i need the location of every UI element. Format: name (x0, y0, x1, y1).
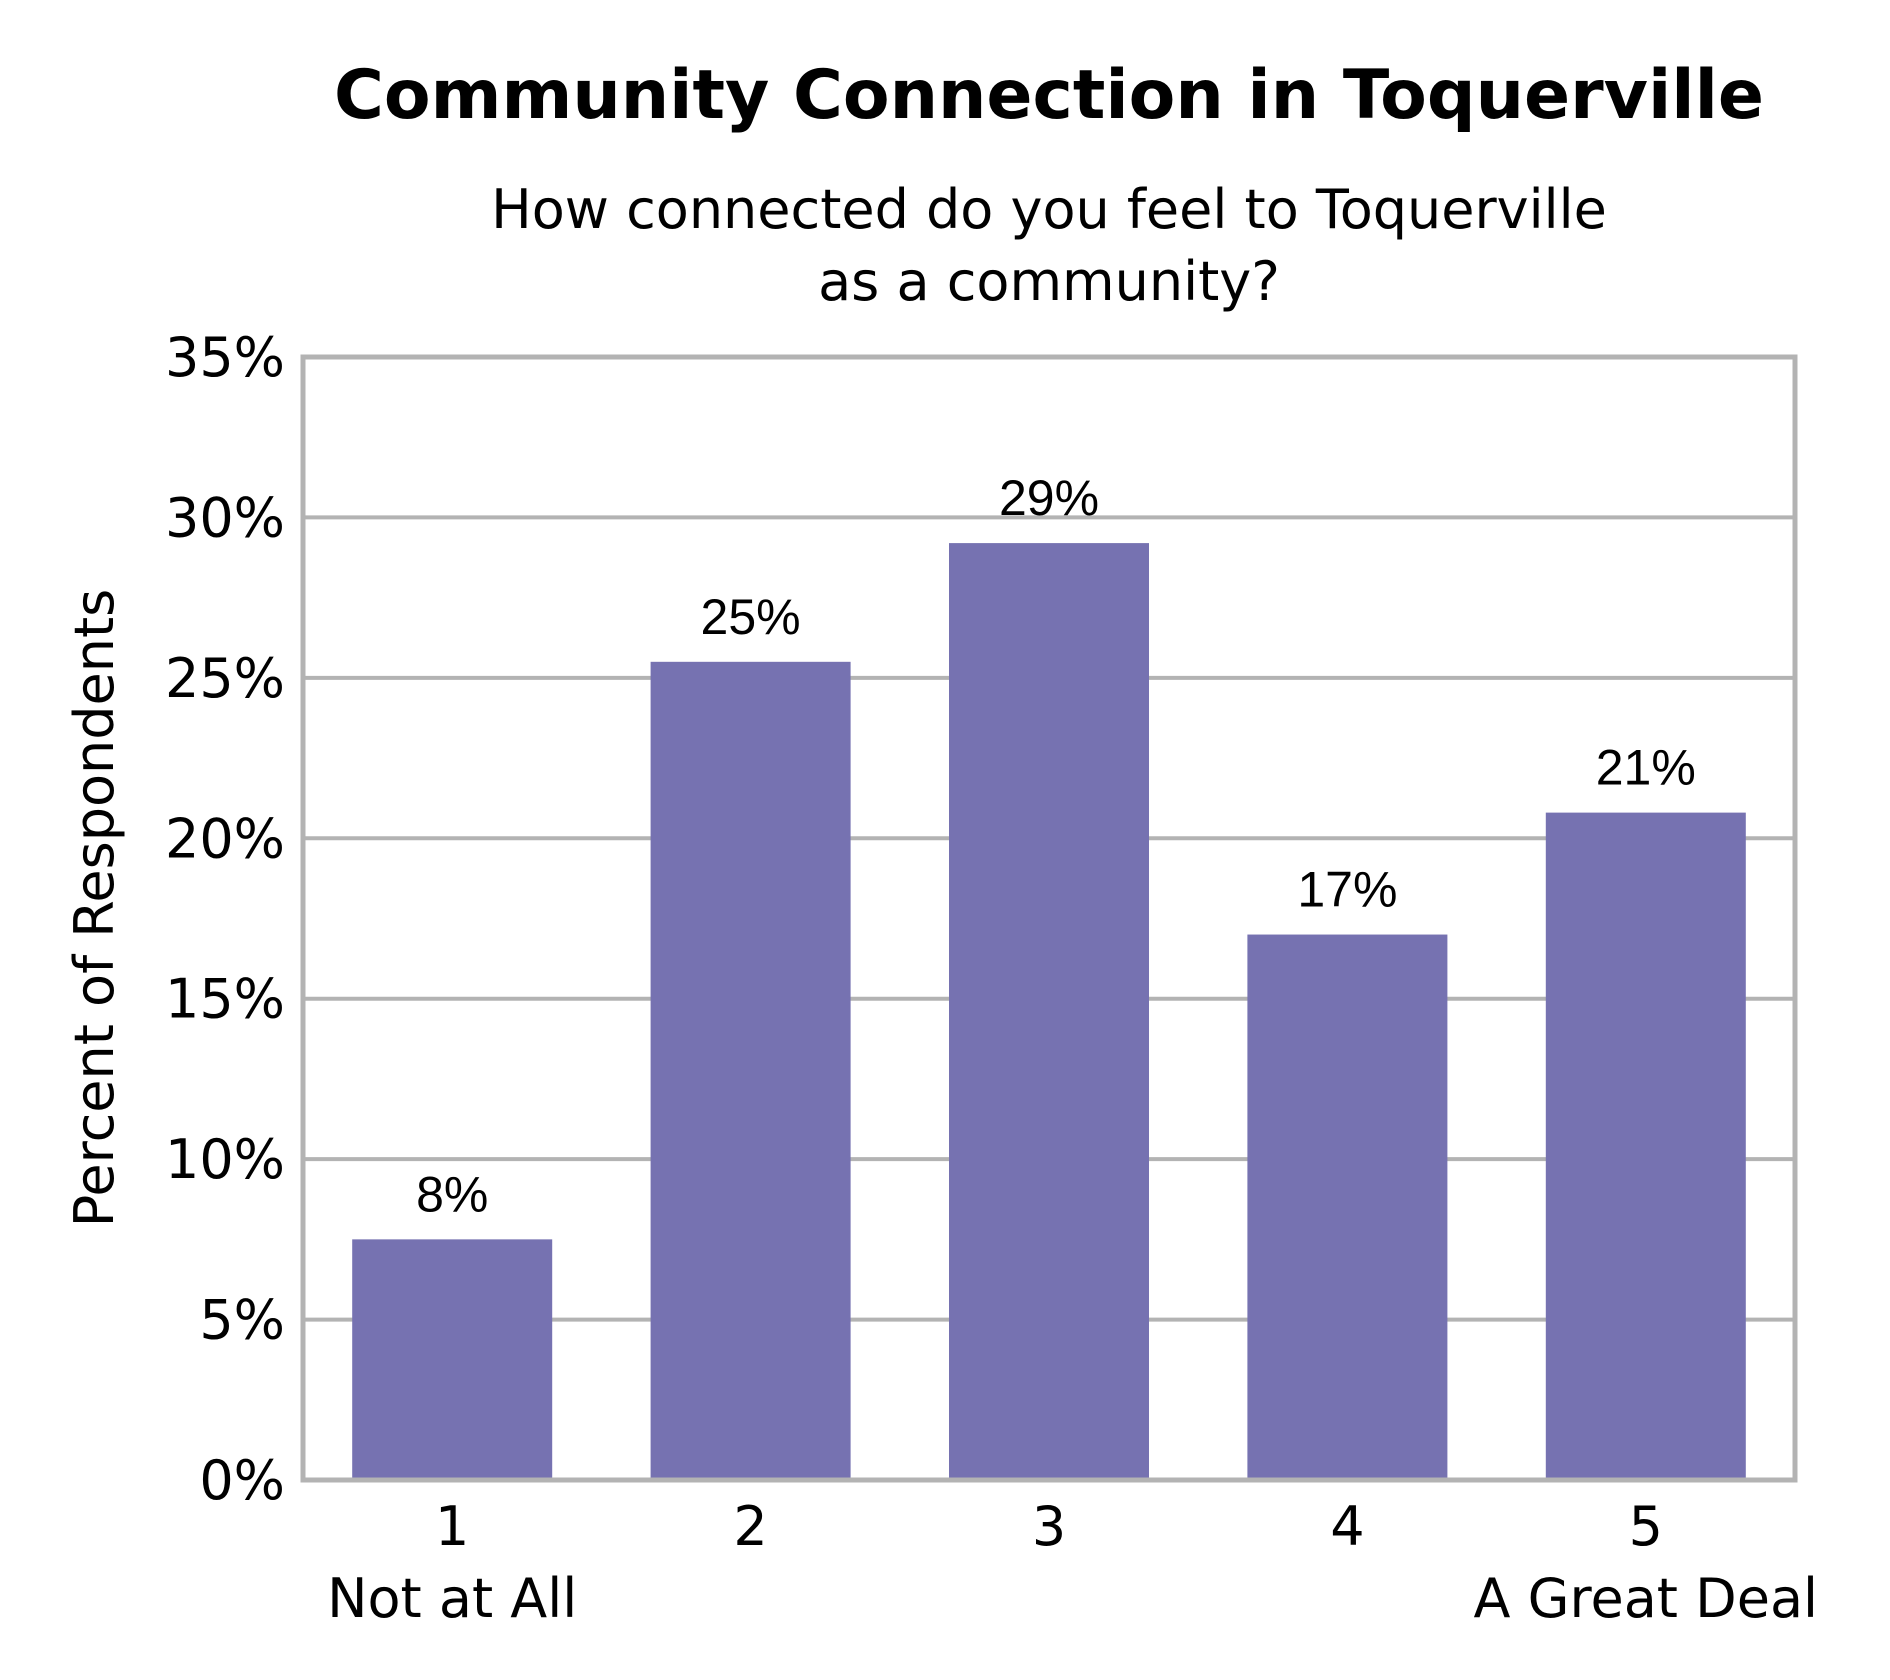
y-tick-label: 15% (165, 968, 285, 1031)
plot-frame (300, 354, 1798, 1483)
y-tick-label: 30% (165, 486, 285, 549)
bar (1545, 812, 1746, 1480)
x-tick-label: 2 (733, 1495, 767, 1558)
plot-border (300, 354, 1798, 1483)
y-tick-label: 35% (165, 326, 285, 389)
data-label: 25% (701, 589, 801, 645)
x-tick-label: 1 (435, 1495, 469, 1558)
y-tick-label: 0% (199, 1449, 285, 1512)
chart-title: Community Connection in Toquerville (334, 56, 1764, 135)
bar (949, 543, 1149, 1480)
x-category-sublabel: Not at All (327, 1567, 577, 1630)
data-label: 29% (999, 470, 1099, 526)
bars (352, 543, 1746, 1480)
bar (1247, 934, 1448, 1480)
y-tick-label: 25% (165, 647, 285, 710)
x-tick-label: 3 (1032, 1495, 1066, 1558)
y-tick-labels: 0% 5% 10% 15% 20% 25% 30% 35% (165, 326, 285, 1512)
data-label: 21% (1596, 740, 1696, 796)
y-tick-label: 5% (199, 1289, 285, 1352)
bar (352, 1239, 553, 1480)
data-labels: 8% 25% 29% 17% 21% (416, 470, 1696, 1222)
y-axis-label: Percent of Respondents (63, 589, 126, 1228)
data-label: 8% (416, 1166, 488, 1222)
x-tick-label: 4 (1330, 1495, 1364, 1558)
y-tick-label: 20% (165, 807, 285, 870)
x-tick-labels: 1 Not at All 2 3 4 5 A Great Deal (327, 1495, 1818, 1630)
y-tick-label: 10% (165, 1128, 285, 1191)
data-label: 17% (1297, 862, 1397, 918)
x-tick-label: 5 (1629, 1495, 1663, 1558)
chart-subtitle-line-1: How connected do you feel to Toquerville (491, 178, 1607, 241)
chart-subtitle-line-2: as a community? (818, 250, 1280, 313)
x-category-sublabel: A Great Deal (1474, 1567, 1819, 1630)
bar (650, 661, 851, 1480)
